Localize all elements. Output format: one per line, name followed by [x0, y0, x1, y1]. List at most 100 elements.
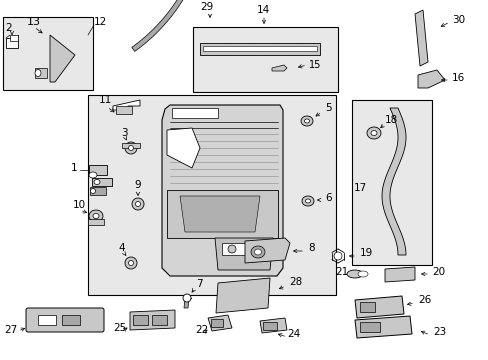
Ellipse shape: [370, 130, 376, 135]
Ellipse shape: [305, 199, 310, 203]
Text: 5: 5: [325, 103, 331, 113]
Bar: [200, 43, 319, 55]
Ellipse shape: [128, 145, 133, 150]
Bar: [210, 319, 223, 327]
Bar: [193, 27, 337, 92]
Bar: [6, 38, 18, 48]
Polygon shape: [271, 65, 286, 71]
Text: 21: 21: [334, 267, 347, 277]
Ellipse shape: [183, 294, 191, 302]
Text: 28: 28: [288, 277, 302, 287]
Polygon shape: [167, 128, 200, 168]
Text: 29: 29: [200, 2, 213, 12]
Polygon shape: [381, 108, 405, 255]
Text: 2: 2: [5, 23, 12, 33]
Bar: [88, 95, 335, 295]
Polygon shape: [354, 316, 411, 338]
Text: 3: 3: [121, 128, 127, 138]
Bar: [88, 219, 104, 225]
Text: 7: 7: [196, 279, 202, 289]
Bar: [122, 143, 140, 148]
Polygon shape: [35, 68, 47, 78]
Polygon shape: [162, 105, 283, 276]
Bar: [92, 178, 112, 186]
Text: 19: 19: [359, 248, 372, 258]
Polygon shape: [113, 100, 140, 110]
Bar: [3, 17, 93, 90]
Text: 4: 4: [118, 243, 124, 253]
Polygon shape: [132, 0, 199, 51]
Ellipse shape: [89, 210, 103, 222]
Ellipse shape: [125, 257, 137, 269]
Ellipse shape: [135, 202, 140, 207]
Text: 18: 18: [384, 115, 397, 125]
Polygon shape: [50, 35, 75, 82]
Polygon shape: [130, 310, 175, 330]
Ellipse shape: [333, 252, 341, 260]
Ellipse shape: [35, 69, 41, 77]
Text: 20: 20: [431, 267, 444, 277]
Polygon shape: [417, 70, 444, 88]
Polygon shape: [216, 278, 269, 313]
Ellipse shape: [90, 189, 95, 194]
Polygon shape: [384, 267, 414, 282]
Bar: [38, 315, 56, 325]
Text: 12: 12: [94, 17, 107, 27]
Ellipse shape: [302, 196, 313, 206]
Polygon shape: [215, 238, 272, 270]
Polygon shape: [183, 298, 189, 308]
Ellipse shape: [93, 213, 99, 219]
Polygon shape: [414, 10, 427, 66]
Text: 16: 16: [451, 73, 464, 83]
Bar: [222, 243, 260, 255]
Bar: [116, 106, 132, 114]
Ellipse shape: [94, 180, 100, 184]
Text: 30: 30: [451, 15, 464, 25]
Text: 15: 15: [308, 60, 321, 70]
Polygon shape: [172, 108, 218, 118]
Ellipse shape: [304, 119, 309, 123]
Ellipse shape: [346, 270, 362, 278]
Bar: [152, 315, 167, 325]
Ellipse shape: [250, 246, 264, 258]
Text: 14: 14: [257, 5, 270, 15]
Ellipse shape: [357, 271, 367, 277]
Text: 27: 27: [4, 325, 17, 335]
Text: 9: 9: [134, 180, 141, 190]
Bar: [359, 302, 374, 312]
Bar: [133, 315, 148, 325]
Polygon shape: [180, 196, 260, 232]
Bar: [203, 46, 316, 51]
Ellipse shape: [125, 142, 137, 154]
Ellipse shape: [89, 172, 97, 178]
Text: 17: 17: [353, 183, 366, 193]
Bar: [10, 35, 18, 41]
Text: 26: 26: [417, 295, 430, 305]
Ellipse shape: [301, 116, 312, 126]
Text: 22: 22: [195, 325, 208, 335]
Polygon shape: [260, 318, 286, 333]
Text: 11: 11: [99, 95, 112, 105]
Text: 23: 23: [432, 327, 446, 337]
Text: 24: 24: [286, 329, 300, 339]
Polygon shape: [354, 296, 403, 318]
Ellipse shape: [132, 198, 143, 210]
Text: 6: 6: [325, 193, 331, 203]
Polygon shape: [167, 190, 278, 238]
Ellipse shape: [366, 127, 380, 139]
Ellipse shape: [128, 261, 133, 266]
FancyBboxPatch shape: [26, 308, 104, 332]
Polygon shape: [244, 238, 289, 263]
Bar: [263, 322, 276, 330]
Text: 1: 1: [71, 163, 78, 173]
Text: 10: 10: [73, 200, 86, 210]
Text: 25: 25: [113, 323, 126, 333]
Bar: [90, 187, 106, 195]
Ellipse shape: [227, 245, 236, 253]
Bar: [359, 322, 379, 332]
Text: 13: 13: [27, 17, 41, 27]
Bar: [62, 315, 80, 325]
Ellipse shape: [254, 249, 261, 255]
Bar: [89, 165, 107, 175]
Bar: [351, 100, 431, 265]
